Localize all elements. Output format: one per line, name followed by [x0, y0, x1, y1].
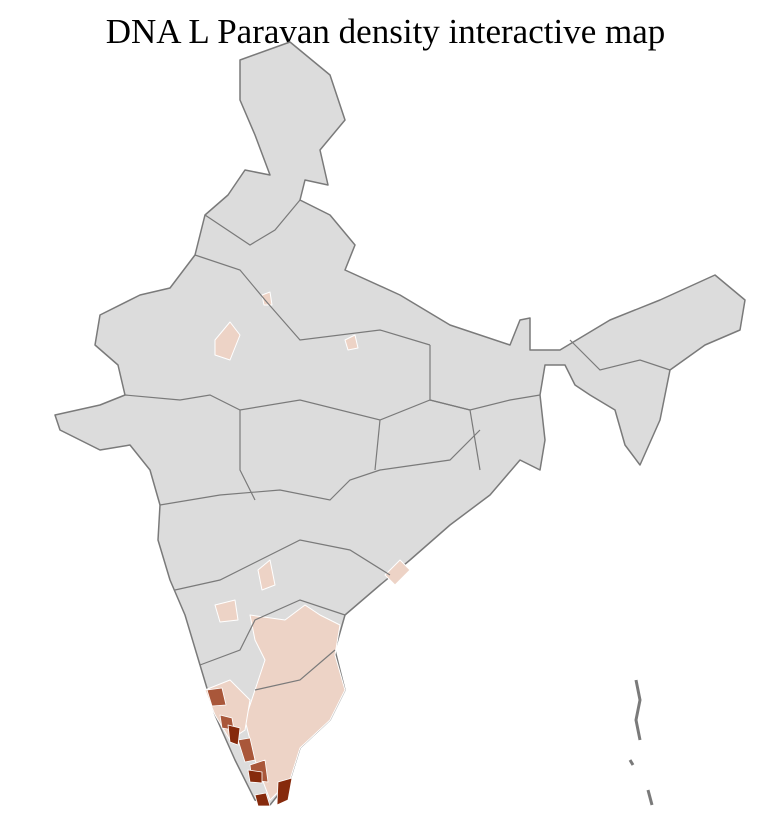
district-density-high[interactable] [254, 792, 271, 807]
state-border [159, 429, 481, 506]
district-density-low[interactable] [214, 599, 239, 623]
district-density-low[interactable] [261, 291, 273, 306]
state-border [194, 254, 431, 346]
nicobar-islands [628, 759, 635, 766]
state-border [569, 339, 671, 371]
map-title: DNA L Paravan density interactive map [105, 12, 666, 51]
andaman-islands [634, 679, 642, 741]
district-density-low[interactable] [257, 559, 276, 591]
state-border [124, 394, 541, 421]
nicobar-islands [646, 789, 654, 806]
state-border [199, 599, 346, 666]
district-density-medium[interactable] [237, 737, 256, 763]
india-outline[interactable] [54, 41, 746, 806]
state-border [429, 345, 481, 471]
district-density-low[interactable] [214, 321, 241, 361]
district-density-high[interactable] [247, 769, 263, 784]
state-border [374, 419, 381, 471]
state-border [254, 649, 336, 691]
district-density-medium[interactable] [206, 687, 227, 707]
district-density-high[interactable] [276, 777, 293, 806]
district-density-high[interactable] [227, 724, 241, 746]
state-border [204, 199, 301, 246]
state-border [239, 410, 256, 501]
district-density-low[interactable] [384, 559, 411, 586]
district-density-low[interactable] [344, 334, 359, 351]
state-border [174, 539, 391, 591]
district-density-low[interactable] [244, 604, 346, 801]
